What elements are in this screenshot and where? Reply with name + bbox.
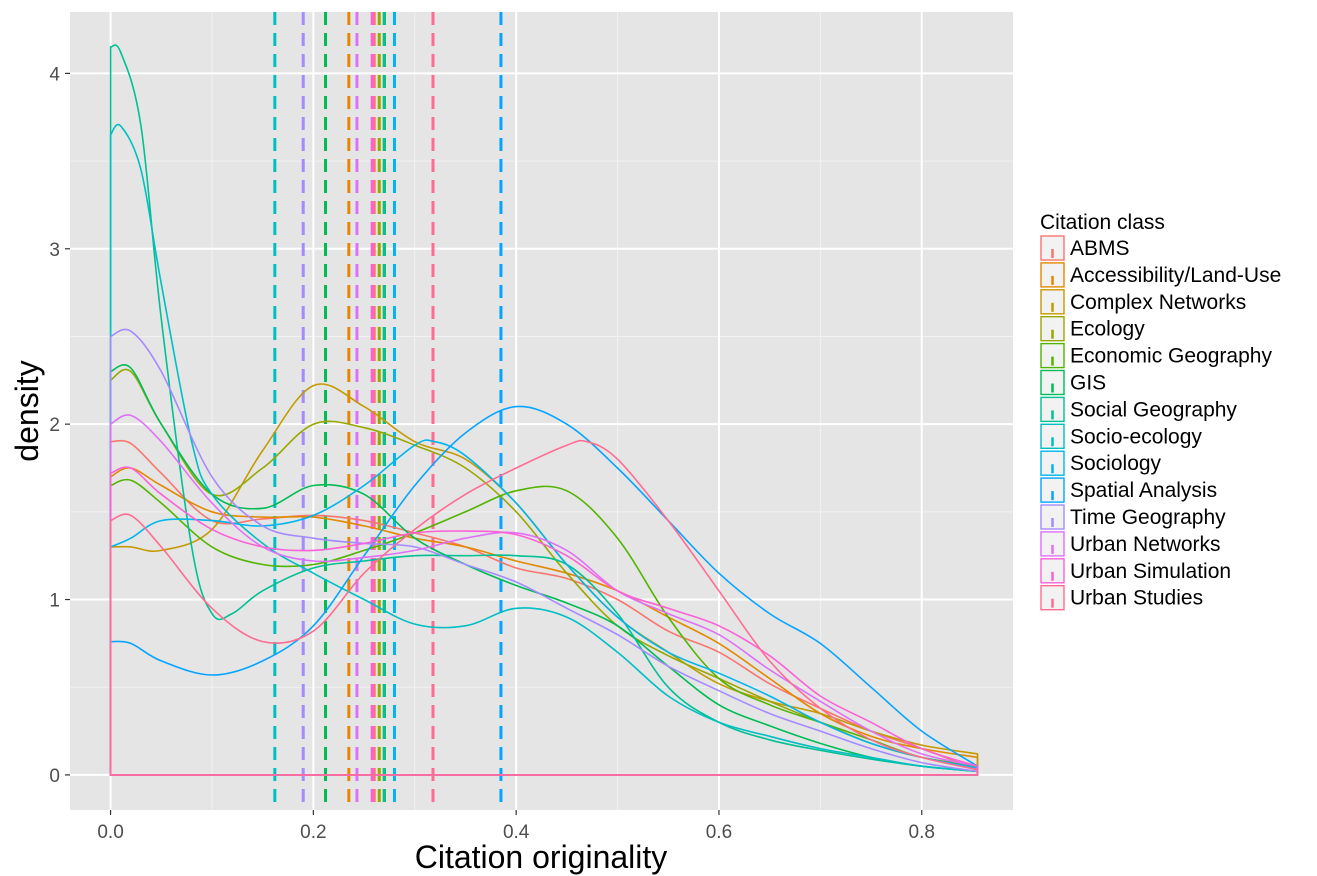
legend-label: Sociology <box>1070 452 1162 475</box>
legend-label: Spatial Analysis <box>1070 479 1217 502</box>
legend-key <box>1040 396 1065 423</box>
legend-key <box>1040 504 1065 530</box>
x-tick-label: 0.6 <box>706 822 732 843</box>
y-tick-label: 3 <box>49 240 60 261</box>
density-curve <box>109 439 979 776</box>
legend-label: ABMS <box>1070 237 1130 260</box>
y-axis-title: density <box>9 360 45 461</box>
legend-key <box>1040 342 1065 369</box>
legend-label: Accessibility/Land-Use <box>1070 264 1281 287</box>
density-curve <box>109 328 979 776</box>
density-curve <box>109 44 979 776</box>
legend-key <box>1040 477 1065 503</box>
legend-key <box>1040 235 1065 261</box>
legend-label: Social Geography <box>1070 398 1237 421</box>
legend-key <box>1040 316 1065 342</box>
y-axis-ticks: 0 1 2 3 4 <box>49 64 70 787</box>
density-curve <box>109 439 979 776</box>
density-curve <box>109 466 979 776</box>
minor-gridlines <box>70 12 1013 810</box>
legend-key <box>1040 450 1065 476</box>
x-axis-ticks: 0.0 0.2 0.4 0.6 0.8 <box>97 810 935 843</box>
legend-label: GIS <box>1070 372 1106 395</box>
legend-label: Urban Simulation <box>1070 560 1231 583</box>
density-curve <box>109 364 979 776</box>
legend-label: Ecology <box>1070 318 1145 341</box>
legend-label: Urban Networks <box>1070 533 1221 556</box>
legend-label: Urban Studies <box>1070 587 1203 610</box>
y-tick-label: 2 <box>49 415 60 436</box>
legend-key <box>1040 423 1065 449</box>
legend-key <box>1040 369 1065 396</box>
density-curve <box>109 414 979 776</box>
legend-label: Time Geography <box>1070 506 1226 529</box>
legend-title: Citation class <box>1040 211 1165 234</box>
x-tick-label: 0.0 <box>97 822 123 843</box>
density-curve <box>109 123 979 776</box>
legend: Citation class ABMS Accessibility/Land-Us… <box>1040 211 1281 611</box>
x-tick-label: 0.2 <box>300 822 326 843</box>
x-tick-label: 0.4 <box>503 822 530 843</box>
legend-key <box>1040 558 1065 584</box>
density-curve <box>109 405 979 776</box>
y-tick-label: 4 <box>49 64 60 85</box>
legend-label: Economic Geography <box>1070 345 1272 368</box>
density-curves <box>109 44 979 776</box>
y-tick-label: 0 <box>49 766 60 787</box>
legend-key <box>1040 289 1065 315</box>
x-tick-label: 0.8 <box>909 822 935 843</box>
y-tick-label: 1 <box>49 591 60 612</box>
legend-key <box>1040 585 1065 611</box>
x-axis-title: Citation originality <box>415 839 668 875</box>
legend-key <box>1040 262 1065 288</box>
legend-label: Complex Networks <box>1070 291 1246 314</box>
legend-label: Socio-ecology <box>1070 425 1202 448</box>
legend-key <box>1040 531 1065 557</box>
